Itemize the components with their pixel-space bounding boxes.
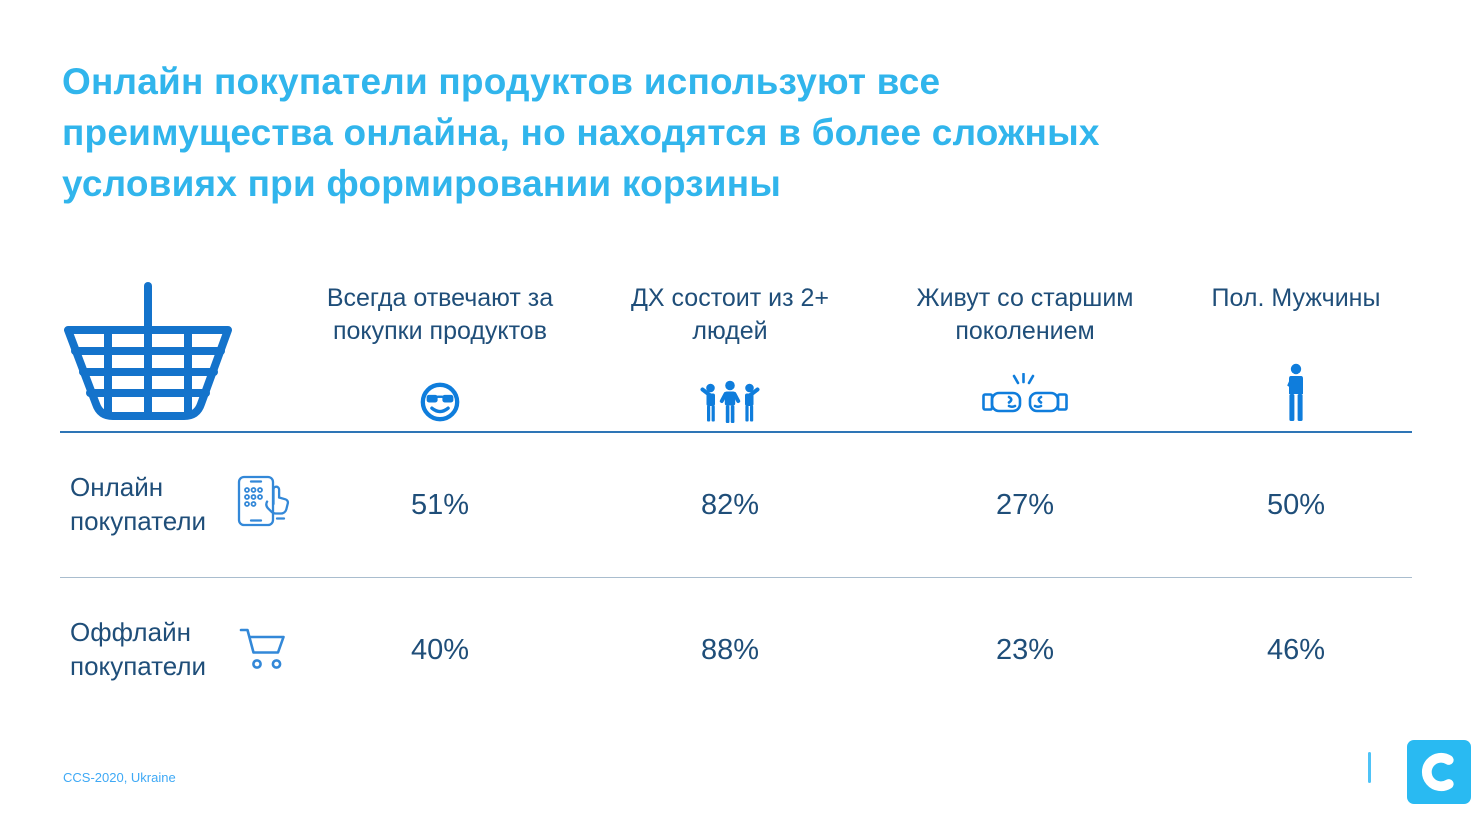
title-line-2: преимущества онлайна, но находятся в бол… [62, 112, 1100, 154]
row-divider-line [60, 577, 1412, 578]
value-cell: 27% [995, 488, 1055, 521]
column-header-household-2plus: ДХ состоит из 2+ людей [590, 278, 870, 431]
fist-bump-icon [982, 372, 1068, 428]
value-cell: 88% [700, 633, 760, 666]
header-divider-line [60, 431, 1412, 433]
source-note: CCS-2020, Ukraine [63, 770, 176, 785]
column-header-label: ДХ состоит из 2+ людей [630, 284, 830, 345]
title-line-1: Онлайн покупатели продуктов используют в… [62, 61, 941, 102]
column-header-older-generation: Живут со старшим поколением [870, 278, 1180, 431]
title-line-3: условиях при формировании корзины [62, 163, 782, 205]
sunglasses-smiley-icon [419, 381, 461, 428]
table-row-offline: Оффлайн покупатели 40% 88% 23% 46% [60, 578, 1412, 722]
row-label: Оффлайн покупатели [70, 617, 207, 681]
c-logo-glyph [1421, 752, 1454, 792]
shopping-basket-icon [60, 278, 232, 435]
value-cell: 46% [1266, 633, 1326, 666]
column-header-label: Живут со старшим поколением [916, 284, 1134, 345]
column-header-label: Всегда отвечают за покупки продуктов [326, 284, 554, 345]
column-header-male: Пол. Мужчины [1180, 278, 1412, 431]
comparison-table: Всегда отвечают за покупки продуктов ДХ … [60, 278, 1412, 722]
value-cell: 82% [700, 488, 760, 521]
c-logo [1407, 740, 1471, 804]
table-header-row: Всегда отвечают за покупки продуктов ДХ … [60, 278, 1412, 431]
value-cell: 23% [995, 633, 1055, 666]
value-cell: 50% [1266, 488, 1326, 521]
column-header-label: Пол. Мужчины [1211, 284, 1381, 312]
row-label-cell: Онлайн покупатели [60, 471, 290, 539]
page-title: Онлайн покупатели продуктов используют в… [62, 56, 1342, 209]
value-cell: 40% [410, 633, 470, 666]
tablet-touch-icon [234, 474, 290, 537]
standing-man-icon [1284, 363, 1308, 428]
family-group-icon [699, 379, 761, 428]
row-label-cell: Оффлайн покупатели [60, 616, 290, 684]
row-label: Онлайн покупатели [70, 472, 207, 536]
table-corner-cell [60, 278, 290, 431]
column-header-always-responsible: Всегда отвечают за покупки продуктов [290, 278, 590, 431]
table-row-online: Онлайн покупатели [60, 433, 1412, 577]
shopping-cart-icon [238, 624, 290, 677]
value-cell: 51% [410, 488, 470, 521]
footer-divider-line [1368, 752, 1371, 783]
